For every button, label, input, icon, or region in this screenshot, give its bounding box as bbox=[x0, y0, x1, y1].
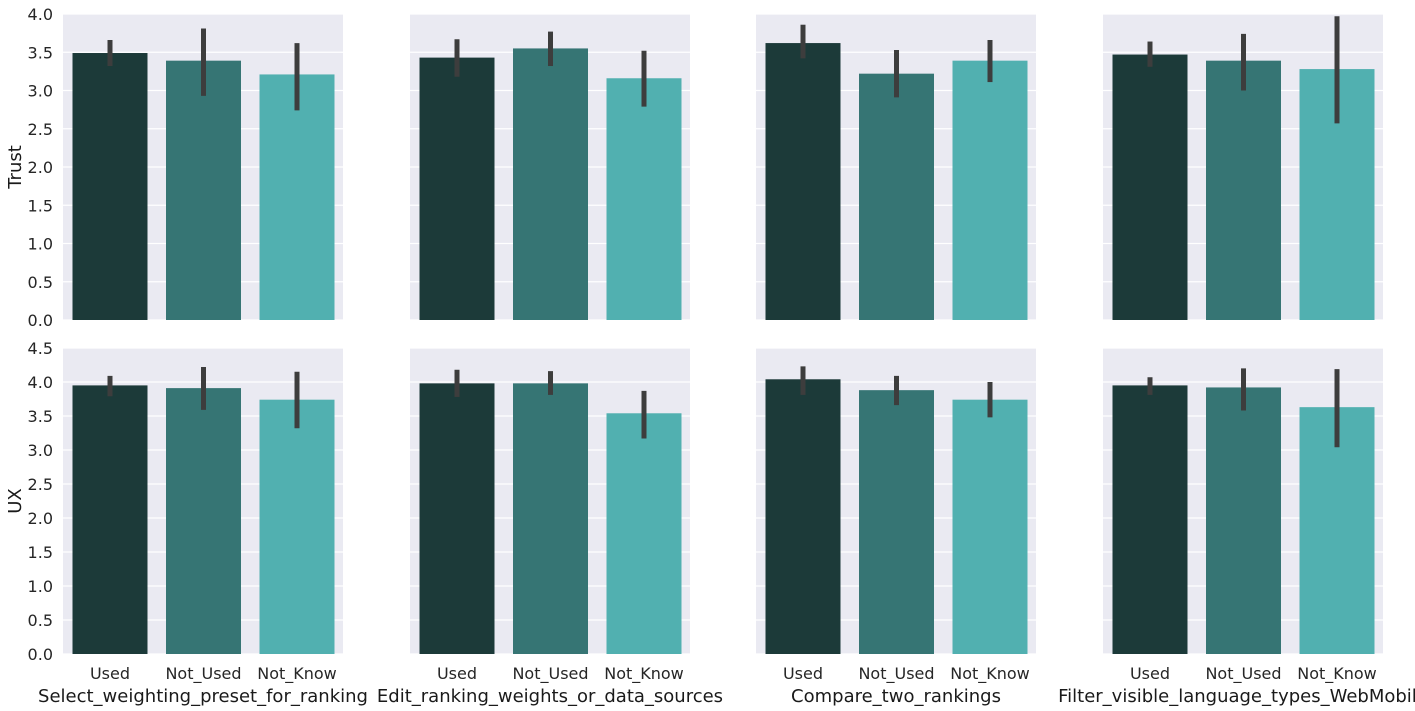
y-axis-label: Trust bbox=[5, 145, 26, 190]
x-tick-label: Not_Know bbox=[257, 664, 337, 684]
bar-trust-1-not-used bbox=[513, 48, 588, 321]
bar-ux-2-used bbox=[765, 379, 841, 654]
y-tick-label: 0.0 bbox=[28, 311, 53, 330]
bar-trust-1-used bbox=[419, 57, 495, 320]
bar-ux-3-not-know bbox=[1299, 407, 1375, 654]
x-tick-label: Not_Used bbox=[858, 664, 934, 684]
bar-trust-2-used bbox=[765, 43, 841, 320]
bar-trust-3-used bbox=[1112, 54, 1188, 321]
x-tick-label: Not_Used bbox=[1205, 664, 1281, 684]
bar-ux-0-not-know bbox=[259, 399, 335, 654]
y-tick-label: 0.5 bbox=[28, 611, 53, 630]
bar-trust-0-not-know bbox=[259, 74, 335, 320]
y-tick-label: 0.5 bbox=[28, 273, 53, 292]
bar-ux-2-not-know bbox=[952, 399, 1028, 654]
y-tick-label: 2.0 bbox=[28, 158, 53, 177]
y-tick-label: 2.5 bbox=[28, 120, 53, 139]
y-tick-label: 1.0 bbox=[28, 235, 53, 254]
y-tick-label: 1.5 bbox=[28, 196, 53, 215]
y-tick-label: 0.0 bbox=[28, 645, 53, 664]
x-axis-label: Select_weighting_preset_for_ranking bbox=[38, 686, 368, 707]
x-tick-label: Not_Used bbox=[512, 664, 588, 684]
y-tick-label: 1.0 bbox=[28, 577, 53, 596]
x-tick-label: Used bbox=[1130, 664, 1170, 683]
bar-ux-3-not-used bbox=[1206, 387, 1281, 654]
y-tick-label: 3.5 bbox=[28, 407, 53, 426]
y-axis-label: UX bbox=[5, 488, 26, 514]
x-tick-label: Not_Used bbox=[165, 664, 241, 684]
y-tick-label: 3.0 bbox=[28, 441, 53, 460]
y-tick-label: 4.5 bbox=[28, 339, 53, 358]
bar-trust-2-not-used bbox=[859, 73, 934, 320]
x-tick-label: Not_Know bbox=[604, 664, 684, 684]
bar-ux-1-not-know bbox=[606, 413, 682, 654]
bar-trust-3-not-used bbox=[1206, 60, 1281, 320]
x-tick-label: Used bbox=[437, 664, 477, 683]
x-axis-label: Compare_two_rankings bbox=[791, 686, 1001, 707]
bar-ux-0-used bbox=[72, 385, 148, 654]
y-tick-label: 1.5 bbox=[28, 543, 53, 562]
bar-ux-1-used bbox=[419, 383, 495, 654]
bar-ux-2-not-used bbox=[859, 390, 934, 654]
bar-ux-0-not-used bbox=[166, 388, 241, 654]
x-tick-label: Used bbox=[90, 664, 130, 683]
x-axis-label: Edit_ranking_weights_or_data_sources bbox=[377, 686, 723, 707]
y-tick-label: 3.5 bbox=[28, 43, 53, 62]
bar-ux-3-used bbox=[1112, 385, 1188, 654]
bar-ux-1-not-used bbox=[513, 383, 588, 654]
bar-trust-0-not-used bbox=[166, 60, 241, 320]
y-tick-label: 2.0 bbox=[28, 509, 53, 528]
y-tick-label: 3.0 bbox=[28, 82, 53, 101]
y-tick-label: 2.5 bbox=[28, 475, 53, 494]
y-tick-label: 4.0 bbox=[28, 373, 53, 392]
x-tick-label: Used bbox=[783, 664, 823, 683]
y-tick-label: 4.0 bbox=[28, 5, 53, 24]
x-tick-label: Not_Know bbox=[950, 664, 1030, 684]
x-axis-label: Filter_visible_language_types_WebMobile bbox=[1058, 686, 1415, 707]
bar-trust-2-not-know bbox=[952, 60, 1028, 320]
x-tick-label: Not_Know bbox=[1297, 664, 1377, 684]
bar-trust-0-used bbox=[72, 53, 148, 320]
bar-trust-1-not-know bbox=[606, 78, 682, 320]
